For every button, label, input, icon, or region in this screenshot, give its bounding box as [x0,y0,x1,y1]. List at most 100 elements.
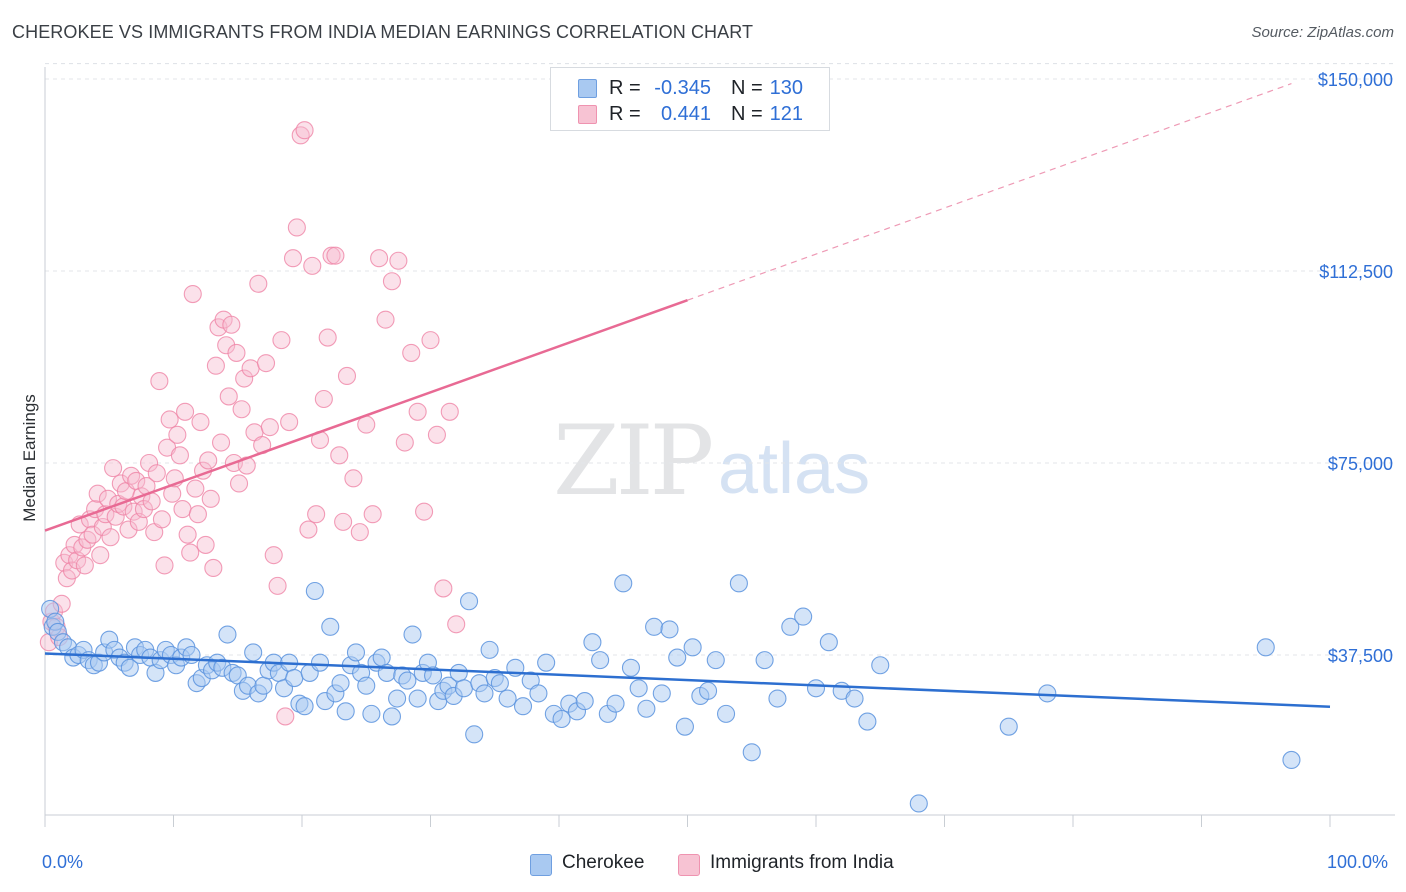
cherokee-point [652,684,671,703]
india-point [241,359,260,378]
india-point [104,459,123,478]
legend-r-value: 0.441 [660,103,711,125]
cherokee-point [513,697,533,716]
india-point [256,354,276,373]
cherokee-point [321,617,340,636]
legend-n-value: 130 [769,77,803,99]
india-point [150,372,169,391]
cherokee-point [1256,638,1275,657]
cherokee-point [459,592,479,611]
legend-n-label: N = [731,103,763,125]
legend-n-label: N = [731,77,763,99]
india-point [337,366,357,386]
india-point [206,356,225,375]
cherokee-point [529,684,548,703]
india-point [186,479,205,498]
cherokee-points [41,574,1301,813]
india-point [314,389,333,409]
cherokee-point [668,648,687,667]
cherokee-point [408,689,427,708]
india-trend-extension [687,83,1292,301]
india-point [199,451,218,470]
india-point [264,546,283,565]
india-point [170,446,189,465]
cherokee-point [336,702,355,721]
india-point [303,256,322,275]
cherokee-point [845,689,864,708]
legend-n-value: 121 [769,103,803,125]
india-point [119,520,138,539]
cherokee-point [537,653,556,672]
cherokee-point [1038,684,1057,703]
india-point [447,615,466,634]
cherokee-point [683,638,702,657]
cherokee-point [742,743,761,762]
cherokee-point [305,581,324,601]
india-swatch-icon [578,105,597,124]
india-point [222,315,241,334]
india-point [201,489,220,508]
india-point [440,402,459,421]
india-point [152,510,171,529]
trend-lines [44,83,1331,708]
cherokee-point [629,679,648,698]
cherokee-point [372,648,391,667]
india-point [249,274,268,293]
india-point [370,249,389,268]
india-point [421,331,440,350]
india-point [78,530,97,549]
cherokee-point [675,717,694,736]
india-point [272,331,291,350]
cherokee-point [498,689,517,708]
cherokee-point [490,674,509,693]
india-point [427,425,446,444]
cherokee-point [583,633,602,652]
y-tick-label: $37,500 [1328,646,1393,666]
cherokee-trend-line [44,652,1331,708]
india-point [280,412,299,432]
cherokee-point [362,704,381,723]
india-point [350,523,369,542]
correlation-legend: R = -0.345 N = 130 R = 0.441 N = 121 [550,67,830,131]
cherokee-point [755,651,774,670]
y-tick-label: $150,000 [1318,70,1393,90]
cherokee-point [475,684,494,703]
india-point [75,556,94,575]
cherokee-point [295,697,314,716]
india-point [415,502,434,521]
grid-lines [45,63,1395,656]
india-point [232,400,251,419]
y-tick-label: $75,000 [1328,454,1393,474]
cherokee-point [645,617,664,636]
india-point [134,500,153,519]
india-point [101,528,120,547]
cherokee-point [637,699,656,718]
cherokee-point [706,651,725,670]
india-point [408,402,427,421]
chart-title: CHEROKEE VS IMMIGRANTS FROM INDIA MEDIAN… [12,22,754,42]
india-point [211,433,231,452]
india-point [191,412,210,432]
india-trend-line [44,299,688,532]
india-point [160,410,179,429]
india-point [395,433,414,452]
india-point [168,425,187,444]
india-point [178,525,197,544]
y-axis-label: Median Earnings [20,394,39,522]
cherokee-point [768,689,787,708]
india-point [307,505,326,524]
source-label: Source: ZipAtlas.com [1251,24,1394,41]
cherokee-point [449,663,468,682]
x-axis [44,67,1395,827]
legend-label-cherokee: Cherokee [562,852,645,873]
india-point [330,446,349,465]
india-point [260,418,279,437]
cherokee-point [575,692,594,711]
india-point [140,453,159,473]
cherokee-point [398,671,417,690]
india-point [235,369,254,388]
india-point [91,546,110,565]
india-point [334,512,353,531]
cherokee-swatch-icon [578,79,597,98]
